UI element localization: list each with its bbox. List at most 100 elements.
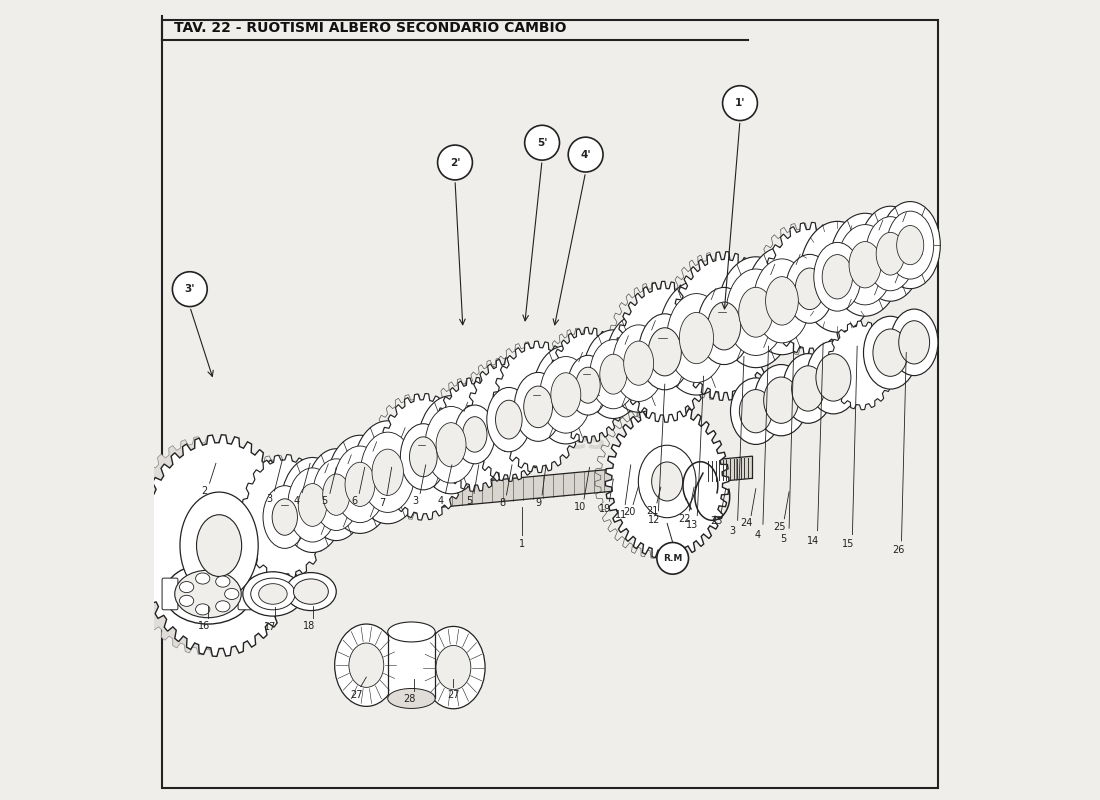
Ellipse shape: [353, 421, 422, 524]
Text: 21: 21: [647, 506, 659, 516]
Text: 3: 3: [729, 526, 735, 536]
Text: 4: 4: [438, 496, 443, 506]
Ellipse shape: [783, 354, 834, 423]
Polygon shape: [379, 394, 467, 520]
Ellipse shape: [298, 484, 327, 526]
Ellipse shape: [487, 387, 531, 452]
Ellipse shape: [224, 589, 239, 599]
Ellipse shape: [859, 206, 922, 302]
Text: 5: 5: [466, 496, 472, 506]
Ellipse shape: [590, 340, 637, 409]
Ellipse shape: [400, 424, 447, 490]
Polygon shape: [125, 436, 285, 655]
Text: 15: 15: [842, 539, 854, 549]
Polygon shape: [190, 227, 918, 573]
Polygon shape: [673, 252, 775, 400]
Circle shape: [657, 542, 689, 574]
FancyBboxPatch shape: [162, 578, 178, 610]
Text: 12: 12: [648, 515, 661, 526]
Text: 13: 13: [686, 520, 698, 530]
Ellipse shape: [890, 309, 938, 375]
Polygon shape: [763, 222, 856, 355]
Ellipse shape: [387, 689, 436, 709]
Ellipse shape: [880, 202, 940, 289]
Ellipse shape: [624, 341, 653, 386]
Circle shape: [525, 126, 560, 160]
Ellipse shape: [755, 365, 808, 436]
Ellipse shape: [697, 287, 751, 365]
Text: 22: 22: [679, 514, 691, 524]
Ellipse shape: [196, 604, 210, 615]
Text: 6: 6: [351, 496, 358, 506]
Bar: [387, 632, 436, 698]
Text: R.M: R.M: [663, 554, 682, 563]
Ellipse shape: [294, 579, 328, 604]
Ellipse shape: [837, 225, 893, 305]
Ellipse shape: [327, 435, 394, 534]
Text: 23: 23: [711, 516, 723, 526]
Ellipse shape: [421, 626, 485, 709]
Text: ricambi
spares: ricambi spares: [486, 393, 614, 455]
Ellipse shape: [175, 570, 241, 618]
Ellipse shape: [196, 573, 210, 584]
Ellipse shape: [866, 217, 915, 290]
Ellipse shape: [243, 572, 302, 616]
Text: 3: 3: [412, 496, 418, 506]
Ellipse shape: [766, 277, 799, 325]
Ellipse shape: [659, 281, 735, 395]
Ellipse shape: [322, 474, 350, 515]
Text: 3: 3: [266, 494, 272, 504]
Ellipse shape: [197, 514, 242, 577]
Polygon shape: [139, 435, 300, 656]
Ellipse shape: [280, 458, 344, 553]
Ellipse shape: [454, 405, 495, 464]
Ellipse shape: [387, 622, 436, 642]
Polygon shape: [466, 358, 551, 482]
Ellipse shape: [583, 330, 643, 418]
Ellipse shape: [739, 390, 772, 433]
Ellipse shape: [551, 373, 581, 417]
Text: 26: 26: [892, 546, 904, 555]
Ellipse shape: [849, 242, 881, 288]
Text: 2': 2': [450, 158, 460, 167]
Ellipse shape: [288, 468, 338, 542]
Text: 24: 24: [740, 518, 752, 529]
Ellipse shape: [463, 417, 487, 452]
Ellipse shape: [514, 373, 562, 442]
Polygon shape: [549, 327, 627, 443]
Ellipse shape: [638, 446, 696, 518]
Ellipse shape: [334, 446, 386, 522]
Ellipse shape: [165, 564, 252, 624]
Text: 4': 4': [581, 150, 591, 159]
Text: 5: 5: [780, 534, 786, 543]
Ellipse shape: [180, 492, 258, 599]
Ellipse shape: [436, 646, 471, 690]
Ellipse shape: [436, 422, 466, 467]
Ellipse shape: [806, 341, 860, 414]
Ellipse shape: [425, 406, 477, 483]
Ellipse shape: [272, 498, 297, 535]
Ellipse shape: [730, 378, 781, 445]
Text: 16: 16: [198, 621, 210, 630]
Ellipse shape: [306, 449, 366, 541]
Ellipse shape: [899, 321, 930, 364]
Circle shape: [569, 137, 603, 172]
Polygon shape: [493, 341, 584, 473]
Text: 5': 5': [537, 138, 548, 148]
Ellipse shape: [648, 328, 681, 376]
Polygon shape: [241, 454, 328, 579]
Ellipse shape: [763, 377, 799, 423]
Ellipse shape: [349, 643, 384, 687]
Text: 9: 9: [535, 498, 541, 508]
Text: 4: 4: [755, 530, 760, 539]
Ellipse shape: [605, 314, 672, 412]
Ellipse shape: [754, 259, 811, 343]
Ellipse shape: [312, 459, 360, 530]
Ellipse shape: [216, 601, 230, 612]
Text: 1': 1': [735, 98, 746, 108]
Ellipse shape: [179, 595, 194, 606]
Ellipse shape: [726, 269, 785, 355]
Ellipse shape: [216, 576, 230, 587]
Text: 18: 18: [304, 621, 316, 630]
Ellipse shape: [746, 247, 818, 354]
